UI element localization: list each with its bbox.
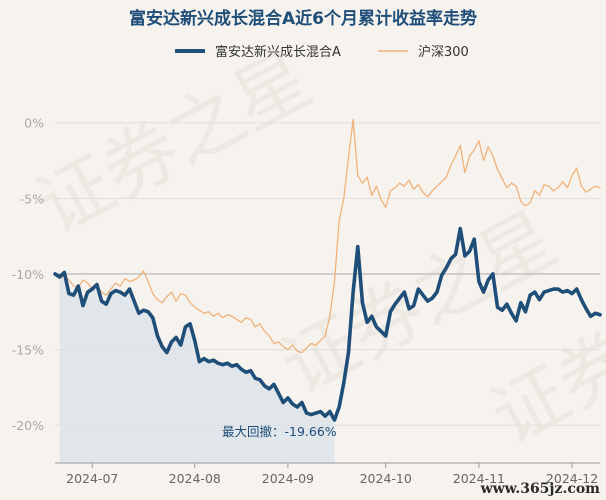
y-tick-label: -10% bbox=[12, 267, 44, 282]
y-tick-label: -5% bbox=[20, 191, 44, 206]
y-tick-label: -20% bbox=[12, 418, 44, 433]
x-tick-label: 2024-12 bbox=[546, 471, 598, 486]
x-axis: 2024-07 2024-08 2024-09 2024-10 2024-11 2024-… bbox=[55, 462, 600, 486]
y-tick-label: 0% bbox=[24, 116, 44, 131]
max-drawdown-area-layer bbox=[59, 272, 335, 463]
x-tick-label: 2024-11 bbox=[453, 471, 505, 486]
x-tick-label: 2024-08 bbox=[169, 471, 221, 486]
chart-title: 富安达新兴成长混合A近6个月累计收益率走势 bbox=[129, 8, 477, 29]
series-line-csi300 bbox=[54, 119, 601, 354]
legend: 富安达新兴成长混合A 沪深300 bbox=[175, 44, 469, 60]
x-tick-label: 2024-07 bbox=[66, 471, 118, 486]
y-tick-label: -15% bbox=[12, 343, 44, 358]
max-drawdown-area bbox=[59, 272, 335, 463]
legend-label-1: 富安达新兴成长混合A bbox=[215, 44, 341, 60]
legend-label-2: 沪深300 bbox=[418, 44, 469, 60]
watermark-text: 证券之星 bbox=[23, 36, 325, 251]
x-tick-label: 2024-09 bbox=[262, 471, 314, 486]
y-axis: 0% -5% -10% -15% -20% bbox=[12, 116, 44, 434]
site-watermark: www.365jz.com bbox=[480, 481, 601, 497]
series-lines bbox=[53, 119, 602, 422]
series-line-fund bbox=[53, 226, 602, 422]
x-tick-label: 2024-10 bbox=[360, 471, 412, 486]
max-drawdown-label: 最大回撤：-19.66% bbox=[222, 424, 337, 439]
